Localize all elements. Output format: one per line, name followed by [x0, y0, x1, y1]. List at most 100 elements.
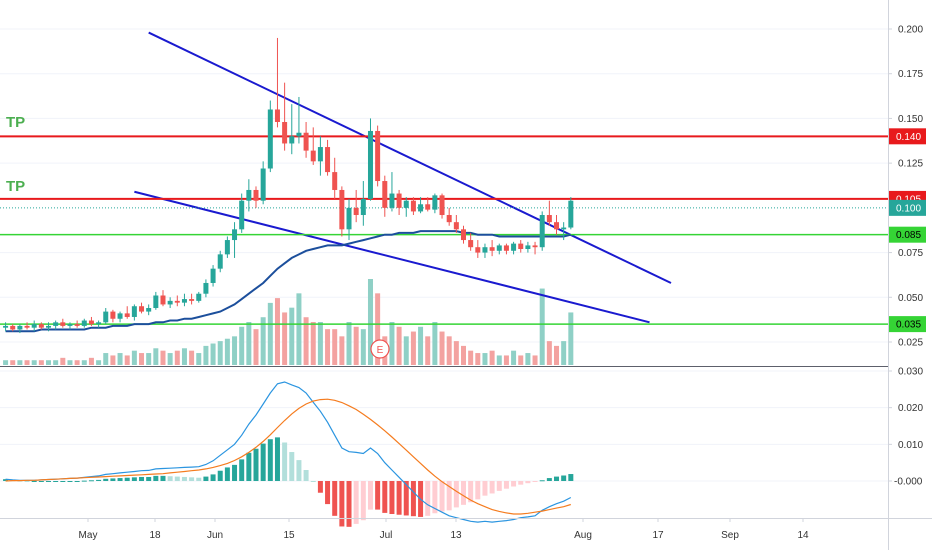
macd-histogram-bar [146, 476, 152, 481]
descending-trendline-lower[interactable] [134, 190, 650, 324]
macd-histogram-bar [496, 481, 502, 491]
candle-body [460, 229, 466, 241]
candle [532, 241, 538, 255]
time-tick-label: May [79, 530, 98, 541]
resistance-level-badge-bg [889, 128, 926, 145]
candle [196, 291, 202, 303]
candle [489, 240, 495, 257]
time-tick-label: 14 [797, 530, 809, 541]
tp-label-upper: TP [6, 114, 25, 131]
svg-text:TP: TP [6, 178, 25, 195]
time-axis[interactable]: May 18 Jun 15 Jul 13 Aug 17 Sep 14 [79, 518, 809, 541]
volume-bar [396, 326, 402, 365]
volume-bar [3, 360, 9, 365]
volume-bar [74, 360, 80, 365]
time-tick-label: 18 [149, 530, 161, 541]
candle-body [139, 306, 145, 312]
last-price-badge: 0.100 [889, 199, 926, 216]
candle-body [317, 147, 323, 162]
macd-histogram-bar [482, 481, 488, 496]
candle [46, 322, 52, 332]
macd-histogram-bar [561, 475, 567, 481]
candle [310, 127, 316, 165]
volume-bar [60, 357, 66, 365]
candle-body [360, 198, 366, 216]
candle-body [31, 324, 37, 328]
signal-line [5, 398, 571, 515]
candle-body [174, 300, 180, 303]
candle-body [117, 313, 123, 319]
candle [260, 161, 266, 205]
volume-bar [139, 353, 145, 365]
candle [382, 175, 388, 217]
volume-bar [153, 348, 159, 365]
price-axis[interactable]: 0.200 0.175 0.150 0.125 0.075 0.050 0.025 [888, 25, 923, 349]
macd-histogram-bar [124, 477, 130, 481]
macd-histogram-bar [360, 481, 366, 521]
macd-histogram-bar [475, 481, 481, 500]
candle [425, 197, 431, 212]
candle-body [17, 325, 23, 330]
candle [410, 197, 416, 216]
candle-body [546, 215, 552, 223]
macd-histogram-bar [139, 476, 145, 481]
candle-body [389, 193, 395, 208]
candle-body [224, 240, 230, 255]
volume-bar [239, 326, 245, 365]
candle [468, 232, 474, 251]
macd-histogram-bar [217, 470, 223, 481]
candle-body [353, 207, 359, 216]
candle-body [160, 295, 166, 305]
macd-line [5, 381, 572, 523]
volume-bar [38, 360, 44, 365]
volume-bar [568, 312, 574, 365]
macd-histogram-bar [167, 476, 173, 481]
candle [10, 324, 16, 332]
volume-bar [17, 360, 23, 365]
candle [482, 243, 488, 258]
volume-bar [482, 353, 488, 365]
volume-bar [554, 345, 560, 365]
volume-bar [131, 350, 137, 365]
volume-bar [174, 350, 180, 365]
macd-histogram-bar [375, 481, 381, 510]
macd-histogram-bar [174, 476, 180, 481]
candle-body [296, 132, 302, 137]
volume-bar [425, 336, 431, 365]
price-tick-label: 0.075 [898, 248, 923, 259]
candle-body [110, 311, 116, 319]
volume-bar [167, 353, 173, 365]
candle [325, 139, 331, 176]
descending-trendline-upper[interactable] [148, 31, 672, 284]
macd-histogram-bar [224, 467, 230, 481]
volume-bar [224, 338, 230, 365]
macd-axis[interactable]: 0.030 0.020 0.010 -0.000 [888, 367, 923, 488]
candle-body [382, 181, 388, 208]
candle-body [124, 313, 130, 317]
candle [131, 304, 137, 321]
macd-histogram-bar [131, 477, 137, 481]
candle-body [46, 325, 52, 328]
price-tick-label: 0.175 [898, 69, 923, 80]
volume-bar [67, 360, 73, 365]
volume-bar [96, 360, 102, 365]
candle [24, 322, 30, 330]
candle-body [346, 207, 352, 230]
moving-average-line [5, 230, 572, 333]
macd-histogram-bar [103, 478, 109, 481]
earnings-marker-circle[interactable] [370, 339, 390, 359]
volume-bar [418, 326, 424, 365]
candle-body [403, 200, 409, 208]
candle-body [38, 324, 44, 328]
macd-histogram-bar [67, 481, 73, 482]
candle [317, 136, 323, 176]
volume-bar [31, 360, 37, 365]
macd-histogram-bar [446, 481, 452, 511]
candle [439, 193, 445, 219]
volume-bar [489, 350, 495, 365]
volume-bar [475, 353, 481, 365]
volume-bar [375, 293, 381, 365]
macd-histogram-bar [439, 481, 445, 512]
earnings-marker[interactable]: E [370, 339, 390, 359]
